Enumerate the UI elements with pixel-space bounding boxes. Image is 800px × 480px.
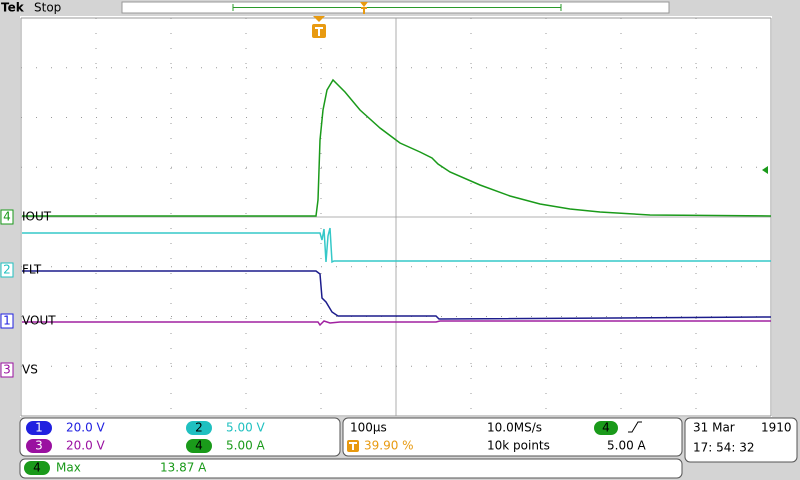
channel-markers: 4 IOUT 2 FLT 1 VOUT 3 VS: [0, 209, 56, 378]
scale-value: 20.0 V: [66, 421, 106, 435]
waveform-flt: [22, 227, 771, 264]
trigger-source-badge: [594, 421, 618, 435]
trigger-source: 4: [602, 421, 610, 435]
trigger-pos-icon-glyph: [349, 442, 357, 450]
record-view: [232, 4, 562, 11]
trigger-marker-glyph: [315, 27, 323, 36]
channel-badge: [0, 209, 14, 225]
channel-badge: [0, 262, 14, 278]
datetime-panel: [684, 417, 798, 463]
waveform-iout: [22, 78, 772, 217]
scale-value: 20.0 V: [66, 439, 106, 453]
sample-rate: 10.0MS/s: [487, 421, 542, 435]
record-length: 10k points: [487, 439, 550, 453]
scale-badge: [186, 421, 212, 435]
channel-label: IOUT: [22, 210, 52, 224]
scale-channel: 4: [195, 439, 203, 453]
channel-badge: [0, 362, 14, 378]
brand: Tek: [1, 1, 25, 15]
year: 1910: [761, 421, 792, 435]
channel-badge: [0, 313, 14, 329]
date: 31 Mar: [693, 421, 735, 435]
vertical-panel: [19, 417, 341, 457]
scale-channel: 3: [35, 439, 43, 453]
trigger-position-bar-marker: [360, 2, 368, 14]
channel-number: 2: [3, 263, 11, 277]
status: Stop: [34, 1, 61, 15]
trigger-arrow: [313, 16, 325, 22]
waveform-vout: [22, 270, 772, 320]
time: 17: 54: 32: [693, 441, 755, 455]
waveform-vs: [22, 320, 771, 327]
measurement-type: Max: [56, 461, 81, 475]
trigger-level-marker: [762, 166, 768, 174]
measurement-source-badge: [24, 461, 50, 475]
measurement-value: 13.87 A: [160, 461, 207, 475]
channel-number: 1: [3, 314, 11, 328]
channel-label: VOUT: [22, 314, 56, 328]
scale-badge: [26, 439, 52, 453]
trigger-slope: [628, 421, 642, 433]
channel-label: FLT: [22, 263, 42, 277]
trigger-position: 39.90 %: [364, 439, 414, 453]
channel-label: VS: [22, 363, 38, 377]
scales: 1 20.0 V 3 20.0 V 2 5.00 V 4 5.00 A: [26, 421, 266, 453]
time-per-div: 100µs: [350, 421, 387, 435]
trigger-level: 5.00 A: [607, 439, 647, 453]
measurement-panel: [19, 458, 683, 479]
scale-value: 5.00 V: [226, 421, 266, 435]
channel-number: 4: [3, 210, 11, 224]
scale-badge: [26, 421, 52, 435]
scale-channel: 1: [35, 421, 43, 435]
channel-number: 3: [3, 363, 11, 377]
measurement-source: 4: [33, 461, 41, 475]
scale-value: 5.00 A: [226, 439, 266, 453]
scale-channel: 2: [195, 421, 203, 435]
scale-badge: [186, 439, 212, 453]
